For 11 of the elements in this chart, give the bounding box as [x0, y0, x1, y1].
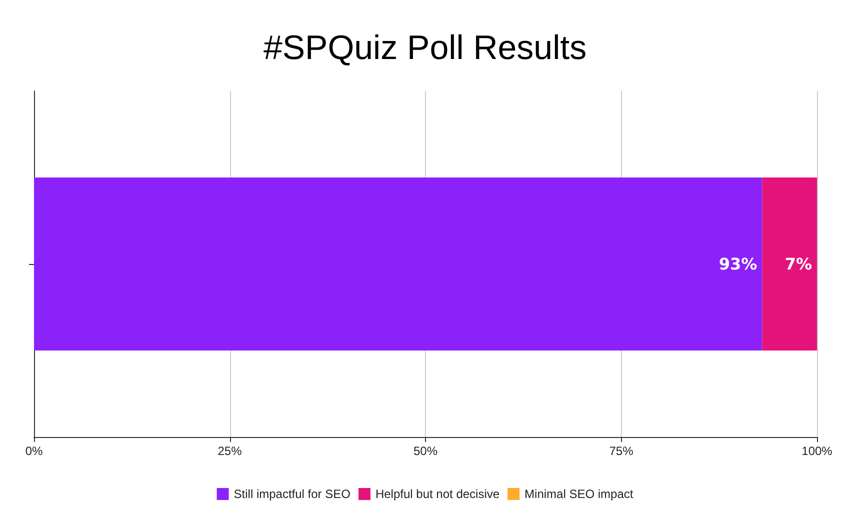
legend-label: Still impactful for SEO [234, 487, 350, 501]
legend-label: Helpful but not decisive [375, 487, 500, 501]
x-tick-label: 25% [218, 444, 242, 458]
data-label: 93% [718, 254, 758, 274]
legend-label: Minimal SEO impact [524, 487, 634, 501]
x-tick-label: 100% [802, 444, 833, 458]
x-tick-label: 75% [609, 444, 634, 458]
data-label: 7% [784, 254, 812, 274]
x-tick-label: 50% [413, 444, 438, 458]
x-tick-label: 0% [25, 444, 43, 458]
chart-title: #SPQuiz Poll Results [263, 29, 587, 67]
